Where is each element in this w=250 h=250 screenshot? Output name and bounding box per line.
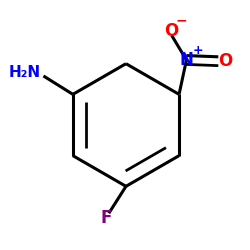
- Text: H₂N: H₂N: [9, 65, 41, 80]
- Text: F: F: [101, 209, 112, 227]
- Text: O: O: [164, 22, 179, 40]
- Text: +: +: [193, 44, 203, 57]
- Text: −: −: [176, 14, 187, 28]
- Text: O: O: [218, 52, 233, 70]
- Text: N: N: [180, 51, 193, 69]
